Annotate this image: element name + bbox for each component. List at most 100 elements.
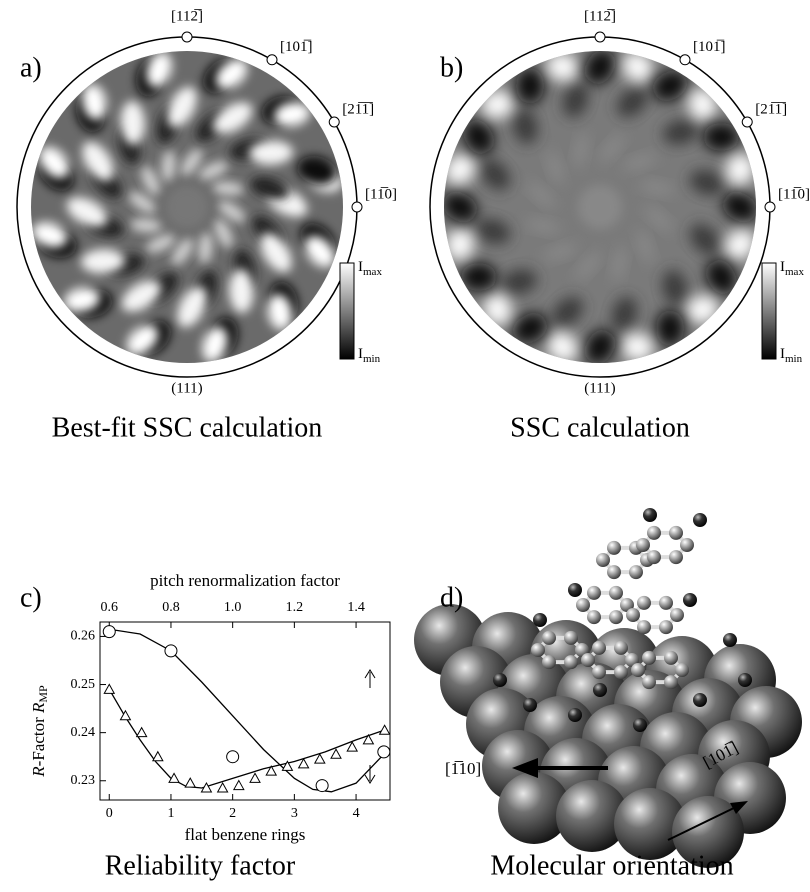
molecule-atom bbox=[664, 675, 678, 690]
colorbar-symbol: I bbox=[358, 259, 363, 275]
molecule-atom bbox=[675, 663, 689, 677]
pattern-blob bbox=[512, 108, 538, 145]
y-axis-label-part: R bbox=[29, 766, 48, 778]
pattern-blob bbox=[250, 176, 290, 200]
pattern-blob bbox=[304, 235, 335, 268]
pattern-blob bbox=[689, 169, 725, 196]
molecule-atom bbox=[564, 655, 578, 670]
direction-label: [101̅] bbox=[693, 39, 726, 55]
pattern-blob bbox=[145, 234, 176, 253]
pattern-blob bbox=[725, 229, 756, 260]
direction-marker bbox=[679, 54, 691, 66]
plot-frame bbox=[99, 621, 391, 801]
pattern-blob bbox=[527, 182, 556, 208]
data-point bbox=[346, 741, 359, 752]
pattern-blob bbox=[218, 200, 246, 223]
molecule-atom bbox=[609, 585, 623, 600]
pattern-blob bbox=[64, 287, 100, 312]
molecule-atom bbox=[637, 595, 651, 610]
molecule-atom bbox=[542, 630, 556, 645]
molecule-atom bbox=[723, 633, 737, 647]
pattern-blob bbox=[543, 243, 578, 261]
x-tick-label: 2 bbox=[229, 806, 236, 821]
pattern-blob bbox=[551, 297, 584, 328]
x-tick-label: 1 bbox=[167, 806, 174, 821]
molecule-atom bbox=[693, 693, 707, 707]
molecule-atom bbox=[647, 525, 661, 540]
pattern-blob bbox=[703, 123, 740, 151]
direction-arrow-head bbox=[512, 758, 538, 778]
y-axis-label-part: -Factor bbox=[29, 713, 48, 766]
pattern-blob bbox=[146, 52, 172, 88]
molecule-atom bbox=[568, 583, 582, 597]
pattern-blob bbox=[611, 296, 638, 332]
data-point bbox=[200, 781, 213, 793]
colorbar-label: Imin bbox=[780, 346, 803, 364]
pattern-blob bbox=[214, 218, 233, 249]
substrate-atom bbox=[498, 772, 570, 844]
colorbar-sub: min bbox=[363, 353, 381, 365]
colorbar-label: Imin bbox=[358, 346, 381, 364]
pattern-blob bbox=[622, 51, 653, 82]
colorbar-sub: max bbox=[363, 266, 382, 278]
x-tick-label: 3 bbox=[291, 806, 298, 821]
molecule-atom bbox=[669, 525, 683, 540]
pattern-blob bbox=[599, 134, 625, 163]
pattern-blob bbox=[171, 238, 194, 266]
caption: Reliability factor bbox=[105, 850, 296, 881]
pattern-blob bbox=[82, 84, 107, 120]
panel-label: c) bbox=[20, 582, 42, 613]
pattern-blob bbox=[81, 249, 125, 274]
pattern-blob bbox=[636, 229, 654, 264]
pattern-blob bbox=[621, 332, 654, 362]
molecule-atom bbox=[564, 630, 578, 645]
axis-arrow bbox=[364, 765, 376, 784]
data-point bbox=[315, 779, 329, 793]
data-point bbox=[377, 745, 391, 759]
molecule-atom bbox=[643, 508, 657, 522]
data-point bbox=[226, 750, 240, 764]
pattern-blob bbox=[141, 165, 160, 196]
pattern-blob bbox=[690, 223, 721, 256]
pattern-blob bbox=[267, 294, 292, 330]
x2-tick-label: 1.2 bbox=[286, 600, 304, 615]
data-point bbox=[216, 781, 229, 793]
panel-label: b) bbox=[440, 52, 463, 83]
molecule-atom bbox=[629, 565, 643, 580]
pattern-blob bbox=[444, 191, 478, 223]
pattern-blob bbox=[575, 251, 601, 280]
direction-arrow-head bbox=[730, 801, 748, 814]
pattern-blob bbox=[662, 269, 688, 306]
pattern-blob bbox=[652, 70, 688, 101]
molecule-atom bbox=[664, 650, 678, 665]
pattern-blob bbox=[644, 206, 673, 232]
direction-label: [112̅] bbox=[171, 8, 203, 24]
y-axis-label-part: R bbox=[29, 702, 48, 714]
pattern-blob bbox=[121, 280, 161, 312]
molecule-atom bbox=[607, 540, 621, 555]
molecule-atom bbox=[607, 565, 621, 580]
pattern-blob bbox=[481, 90, 514, 119]
pattern-center bbox=[578, 185, 622, 229]
caption: Best-fit SSC calculation bbox=[52, 412, 323, 443]
molecule-atom bbox=[576, 598, 590, 612]
molecule-atom bbox=[596, 553, 610, 567]
direction-marker bbox=[351, 201, 363, 213]
pattern-blob bbox=[616, 86, 649, 117]
data-point bbox=[168, 772, 180, 783]
colorbar bbox=[761, 262, 777, 360]
direction-marker bbox=[328, 116, 340, 128]
pattern-blob bbox=[167, 86, 197, 128]
direction-marker bbox=[764, 201, 776, 213]
molecule-atom bbox=[592, 665, 606, 680]
pattern-blob bbox=[725, 153, 755, 186]
pattern-blob bbox=[722, 191, 756, 223]
substrate-atom bbox=[672, 796, 744, 868]
x-tick-label: 0 bbox=[106, 806, 113, 821]
y-tick-label: 0.26 bbox=[71, 629, 96, 644]
pattern-blob bbox=[584, 51, 616, 85]
molecule-atom bbox=[523, 698, 537, 712]
molecule-atom bbox=[626, 608, 640, 622]
x-tick-label: 4 bbox=[353, 806, 360, 821]
